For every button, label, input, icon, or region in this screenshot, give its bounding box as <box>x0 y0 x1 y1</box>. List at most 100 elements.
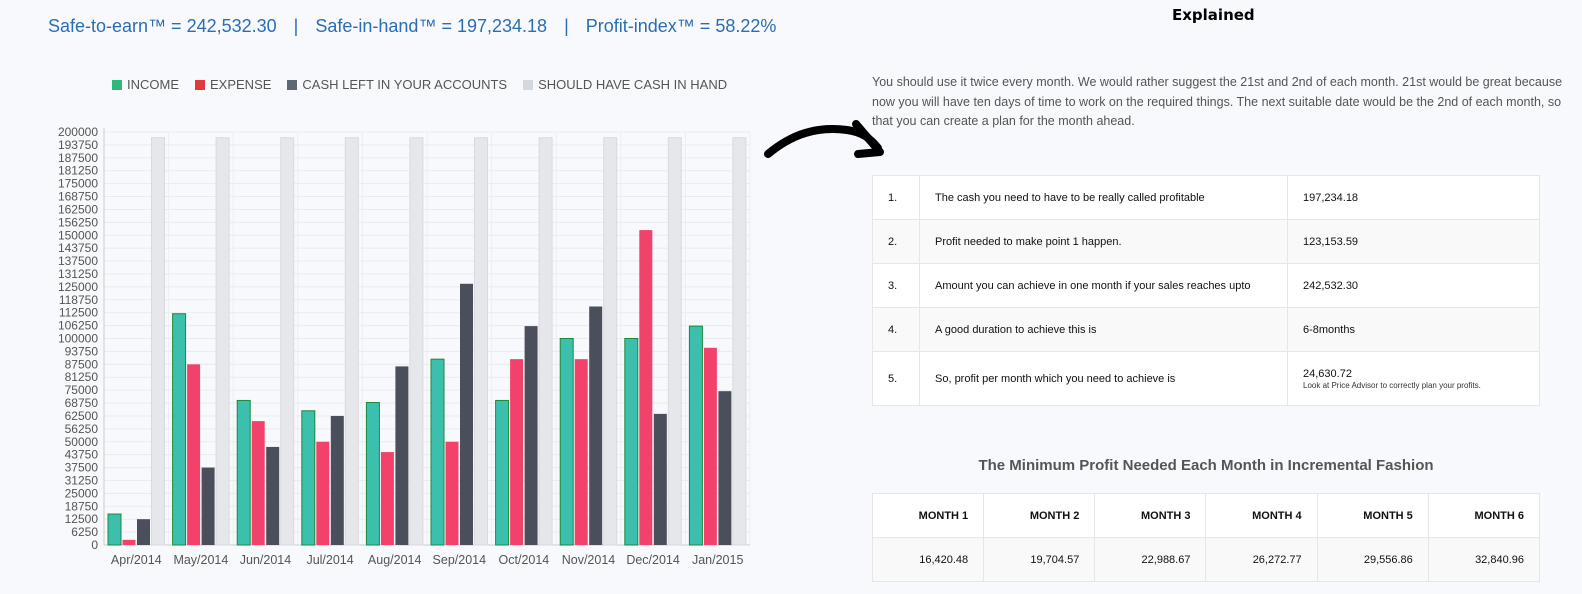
bar-income <box>430 358 445 546</box>
row-value: 123,153.59 <box>1287 219 1540 264</box>
y-tick-label: 37500 <box>65 461 99 475</box>
y-tick-label: 100000 <box>58 332 98 346</box>
legend-label: SHOULD HAVE CASH IN HAND <box>538 77 728 92</box>
y-tick-label: 25000 <box>65 486 99 500</box>
bar-expense <box>510 359 524 545</box>
month-value: 26,272.77 <box>1205 537 1318 582</box>
row-number: 5. <box>872 351 920 406</box>
y-tick-label: 68750 <box>65 396 99 410</box>
legend-item-expense[interactable]: EXPENSE <box>195 77 271 92</box>
kpi-separator: | <box>293 16 299 36</box>
bar-should-have <box>280 137 295 546</box>
bar-cash-left <box>395 366 409 545</box>
bar-income <box>559 338 574 546</box>
y-tick-label: 162500 <box>58 202 98 216</box>
bar-cash-left <box>589 306 603 545</box>
kpi-separator: | <box>564 16 569 36</box>
row-value: 24,630.72 <box>1303 367 1352 380</box>
row-description: Profit needed to make point 1 happen. <box>919 219 1288 264</box>
bar-expense <box>251 421 265 545</box>
chart-legend: INCOME EXPENSE CASH LEFT IN YOUR ACCOUNT… <box>112 77 727 92</box>
legend-item-cash-left[interactable]: CASH LEFT IN YOUR ACCOUNTS <box>287 77 507 92</box>
month-header: MONTH 5 <box>1316 493 1429 538</box>
month-header: MONTH 2 <box>983 493 1096 538</box>
x-tick-label: Jul/2014 <box>306 553 353 567</box>
bar-expense <box>445 441 459 545</box>
table-row: 2. Profit needed to make point 1 happen.… <box>872 219 1540 264</box>
y-tick-label: 143750 <box>58 241 98 255</box>
bar-expense <box>703 347 717 545</box>
y-tick-label: 12500 <box>65 512 99 526</box>
row-value: 197,234.18 <box>1287 175 1540 220</box>
legend-swatch <box>195 79 205 90</box>
bar-income <box>301 410 316 546</box>
x-tick-label: May/2014 <box>173 553 228 567</box>
bar-cash-left <box>266 446 280 545</box>
legend-item-income[interactable]: INCOME <box>112 77 179 92</box>
month-value: 16,420.48 <box>871 537 985 582</box>
legend-item-should-have[interactable]: SHOULD HAVE CASH IN HAND <box>523 77 727 92</box>
x-tick-label: Jun/2014 <box>240 553 291 567</box>
bar-expense <box>316 441 330 545</box>
bar-cash-left <box>201 467 215 545</box>
bar-income <box>236 399 251 546</box>
bar-should-have <box>603 137 618 546</box>
row-description: The cash you need to have to be really c… <box>919 175 1288 220</box>
x-tick-label: Sep/2014 <box>433 553 487 567</box>
legend-label: CASH LEFT IN YOUR ACCOUNTS <box>302 77 508 92</box>
bar-income <box>365 402 380 546</box>
x-tick-label: Aug/2014 <box>368 553 422 567</box>
bar-cash-left <box>137 519 150 545</box>
y-tick-label: 31250 <box>65 473 99 487</box>
bar-cash-left <box>524 326 538 545</box>
x-tick-label: Jan/2015 <box>692 553 743 567</box>
y-tick-label: 93750 <box>65 344 99 358</box>
legend-label: EXPENSE <box>210 77 272 92</box>
bar-should-have <box>474 137 488 546</box>
explained-title: Explained <box>1172 6 1255 24</box>
legend-swatch <box>112 79 122 90</box>
table-row: 5. So, profit per month which you need t… <box>872 351 1540 406</box>
legend-label: INCOME <box>127 77 179 92</box>
safe-to-earn: Safe-to-earn™ = 242,532.30 <box>48 16 277 36</box>
table-row: 4. A good duration to achieve this is 6-… <box>872 307 1540 352</box>
bar-cash-left <box>653 413 667 545</box>
month-value: 32,840.96 <box>1427 537 1541 582</box>
price-advisor-note: Look at Price Advisor to correctly plan … <box>1303 380 1481 390</box>
y-tick-label: 106250 <box>58 319 98 333</box>
bar-should-have <box>667 137 682 546</box>
row-description: Amount you can achieve in one month if y… <box>919 263 1288 308</box>
y-tick-label: 18750 <box>65 499 99 513</box>
y-tick-label: 81250 <box>65 370 99 384</box>
row-value-cell: 24,630.72 Look at Price Advisor to corre… <box>1287 351 1540 406</box>
table-header-row: MONTH 1 MONTH 2 MONTH 3 MONTH 4 MONTH 5 … <box>871 493 1541 538</box>
y-tick-label: 181250 <box>58 164 98 178</box>
arrow-icon <box>764 120 884 158</box>
row-number: 1. <box>872 175 920 220</box>
row-value: 6-8months <box>1287 307 1540 352</box>
bar-expense <box>187 364 201 545</box>
min-profit-title: The Minimum Profit Needed Each Month in … <box>978 457 1434 474</box>
bar-income <box>172 313 187 546</box>
y-tick-label: 150000 <box>58 228 98 242</box>
y-tick-label: 118750 <box>59 293 98 307</box>
row-number: 2. <box>872 219 920 264</box>
y-tick-label: 187500 <box>58 151 98 165</box>
row-description: So, profit per month which you need to a… <box>919 351 1288 406</box>
y-tick-label: 43750 <box>65 448 99 462</box>
bar-expense <box>122 539 136 545</box>
y-tick-label: 156250 <box>58 215 98 229</box>
y-tick-label: 112500 <box>59 306 98 320</box>
y-tick-label: 50000 <box>65 435 99 449</box>
y-tick-label: 0 <box>91 538 98 552</box>
bar-income <box>495 399 510 546</box>
y-tick-label: 200000 <box>58 125 98 139</box>
month-header: MONTH 3 <box>1094 493 1207 538</box>
y-tick-label: 62500 <box>65 409 99 423</box>
bar-income <box>624 338 639 546</box>
y-tick-label: 168750 <box>58 190 98 204</box>
x-tick-label: Nov/2014 <box>562 553 616 567</box>
y-tick-label: 137500 <box>58 254 98 268</box>
bar-should-have <box>732 137 747 546</box>
bar-expense <box>380 452 394 545</box>
